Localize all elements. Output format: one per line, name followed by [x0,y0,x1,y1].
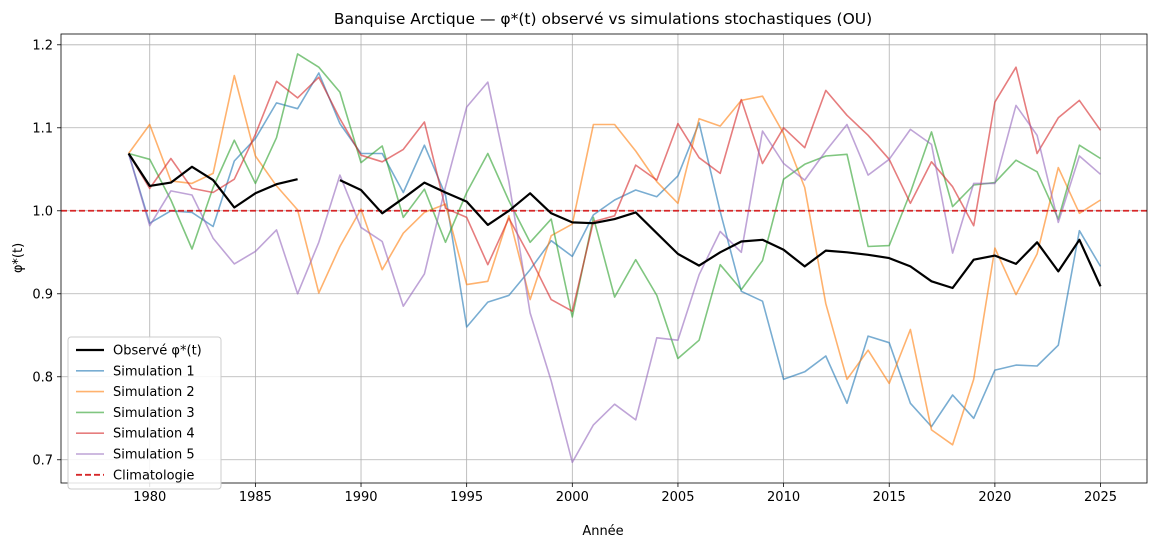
x-tick-label: 2005 [661,490,694,505]
legend-label: Observé φ*(t) [113,344,202,359]
y-tick-label: 0.7 [32,453,53,468]
y-tick-label: 0.8 [32,370,53,385]
legend-label: Climatologie [113,468,194,483]
observed-line [127,152,1102,290]
plot-frame [60,33,1148,484]
x-tick-label: 2000 [556,490,589,505]
simulation-1-line [127,72,1102,428]
simulation-3-line [128,53,1101,360]
x-tick-label: 1980 [133,490,166,505]
legend-label: Simulation 4 [113,427,195,442]
legend-label: Simulation 5 [113,448,195,463]
y-tick-label: 1.2 [32,38,53,53]
x-axis-label: Année [582,524,623,539]
legend-label: Simulation 1 [113,364,195,379]
x-tick-label: 1995 [450,490,483,505]
x-tick-label: 2010 [767,490,800,505]
y-tick-label: 0.9 [32,287,53,302]
x-tick-label: 2025 [1084,490,1117,505]
simulation-4-line [127,66,1102,312]
simulation-5-line [127,81,1102,464]
y-tick-label: 1.1 [32,121,53,136]
x-tick-label: 2015 [873,490,906,505]
x-tick-label: 1990 [344,490,377,505]
legend-label: Simulation 3 [113,406,195,421]
y-axis-label: φ*(t) [11,243,26,273]
axes: 1980 1985 1990 1995 2000 2005 2010 2015 2020 2025… [32,33,1148,505]
series-group [61,53,1147,464]
legend-box [67,336,222,490]
legend-label: Simulation 2 [113,385,195,400]
x-tick-label: 1985 [239,490,272,505]
x-tick-label: 2020 [978,490,1011,505]
simulation-2-line [127,74,1101,446]
y-tick-label: 1.0 [32,204,53,219]
legend: Observé φ*(t) Simulation 1 Simulation 2 Sim… [67,336,222,490]
chart-title: Banquise Arctique — φ*(t) observé vs sim… [334,10,872,28]
